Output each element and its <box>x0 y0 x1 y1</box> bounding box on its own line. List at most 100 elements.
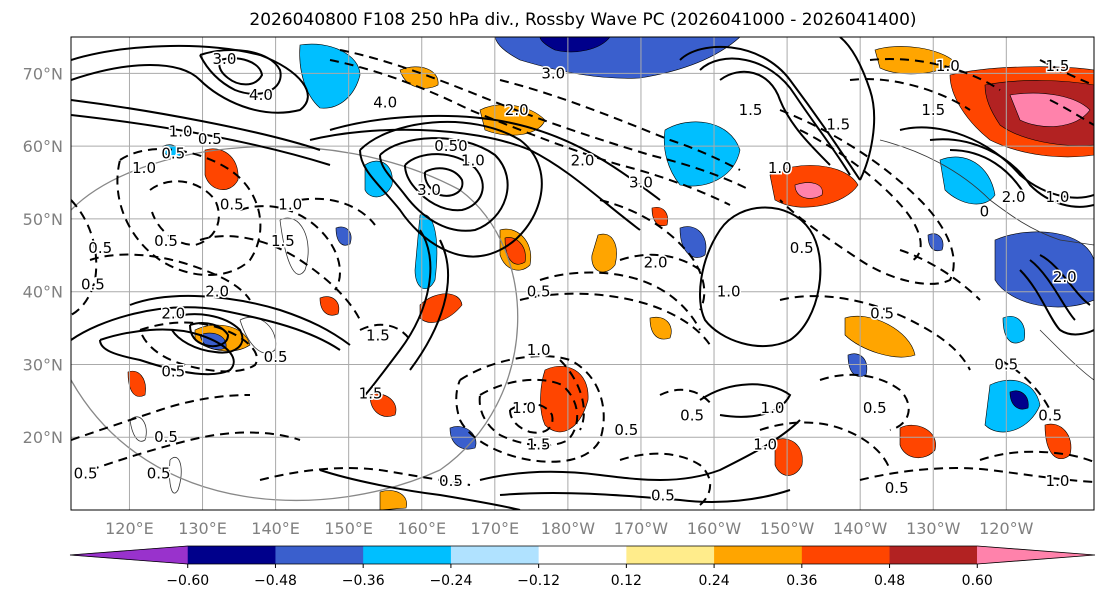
colorbar-tick-label: 0.24 <box>699 573 730 589</box>
colorbar-swatch <box>977 545 1096 565</box>
contour-label: 0.5 <box>1038 406 1062 424</box>
colorbar-tick-label: 0.48 <box>874 573 905 589</box>
contour-label: 3.0 <box>541 64 565 82</box>
map-frame <box>70 36 1095 511</box>
colorbar-swatch <box>626 546 715 564</box>
contour-label: 3.0 <box>417 181 441 199</box>
lon-tick-label: 120°W <box>979 519 1034 538</box>
contour-label: 2.0 <box>205 283 229 301</box>
contour-label: 3.0 <box>213 50 237 68</box>
colorbar-tick-label: −0.48 <box>254 573 297 589</box>
contour-label: 3.0 <box>629 174 653 192</box>
lon-tick-label: 120°E <box>105 519 154 538</box>
shade-navy-top <box>539 37 611 53</box>
shade-red-w <box>319 296 340 316</box>
contour-label: 0.5 <box>220 195 244 213</box>
great-circle <box>71 145 519 502</box>
shade-red-p <box>651 207 668 227</box>
contour-label: 1.5 <box>1046 57 1070 75</box>
colorbar-tick-label: −0.12 <box>517 573 560 589</box>
shade-red-b <box>419 293 463 323</box>
shade-blue-v <box>335 226 352 246</box>
colorbar-swatch <box>187 546 276 564</box>
contour-label: 1.0 <box>1046 472 1070 490</box>
shade-orange-t <box>379 490 407 510</box>
contour-label: 0 <box>980 203 990 221</box>
lat-tick-label: 30°N <box>23 355 63 374</box>
colorbar: −0.60 −0.48 −0.36 −0.24 −0.12 0.12 0.24 0.36 0.4… <box>69 545 1096 589</box>
contour-label: 0.5 <box>651 486 675 504</box>
shade-orange-g <box>844 316 916 358</box>
shade-pink-ne <box>1009 92 1091 127</box>
contour-label: 0.5 <box>154 428 178 446</box>
contour-label: 1.5 <box>527 436 551 454</box>
lat-tick-label: 20°N <box>23 428 63 447</box>
colorbar-swatch <box>889 546 978 564</box>
colorbar-swatch <box>538 546 627 564</box>
lon-tick-label: 150°W <box>760 519 815 538</box>
colorbar-tick-label: 0.12 <box>611 573 642 589</box>
contour-label: 1.0 <box>169 123 193 141</box>
shade-red-e <box>899 424 936 458</box>
contour-label: 0.5 <box>994 355 1018 373</box>
contour-label: 0.5 <box>161 363 185 381</box>
lon-tick-label: 130°W <box>906 519 961 538</box>
contour-label: 1.5 <box>826 115 850 133</box>
lat-tick-label: 40°N <box>23 283 63 302</box>
contour-label: 0.5 <box>154 232 178 250</box>
lon-tick-label: 160°E <box>397 519 446 538</box>
contour-label: 0.5 <box>863 399 887 417</box>
colorbar-tick-label: 0.60 <box>962 573 993 589</box>
shade-orange-o <box>649 316 672 340</box>
lat-tick-label: 70°N <box>23 64 63 83</box>
lon-tick-label: 170°W <box>614 519 669 538</box>
contour-label: 1.0 <box>761 399 785 417</box>
contour-label: 1.0 <box>768 159 792 177</box>
contour-label: 1.5 <box>921 101 945 119</box>
colorbar-swatch <box>275 546 364 564</box>
contour-label: 0.5 <box>88 239 112 257</box>
contour-label: 0.5 <box>614 421 638 439</box>
lon-tick-label: 180°W <box>541 519 596 538</box>
contour-label: 0.5 <box>870 305 894 323</box>
colorbar-swatch <box>801 546 891 564</box>
shade-red-d <box>774 438 803 476</box>
shade-orange-c <box>591 233 617 273</box>
gridlines <box>71 37 1094 510</box>
shade-cyan-n <box>1002 316 1026 344</box>
contour-label: 0.5 <box>74 465 98 483</box>
contour-label: 0.5 <box>680 406 704 424</box>
contours-positive <box>71 37 1094 510</box>
contour-label: 1.0 <box>936 57 960 75</box>
contour-label: 1.5 <box>359 385 383 403</box>
contour-label: 0.5 <box>439 472 463 490</box>
map-area: 3.04.01.0 0.51.04.00.501.03.03.02.02.03.0… <box>71 37 1094 510</box>
contour-label: 1.5 <box>739 101 763 119</box>
shade-cyan-top <box>299 43 361 109</box>
colorbar-tick-label: 0.36 <box>786 573 817 589</box>
contour-label: 2.0 <box>1053 268 1077 286</box>
colorbar-tick-label: −0.60 <box>166 573 209 589</box>
contour-label: 2.0 <box>505 101 529 119</box>
shade-navy-east2 <box>1009 390 1029 410</box>
contour-label: 0.5 <box>161 144 185 162</box>
colorbar-tick-label: −0.24 <box>429 573 472 589</box>
contour-label: 0.5 <box>790 239 814 257</box>
lon-tick-label: 140°E <box>251 519 300 538</box>
contour-label: 1.0 <box>132 159 156 177</box>
lon-tick-label: 160°W <box>687 519 742 538</box>
shade-cyan-east <box>984 379 1041 433</box>
contour-label: 1.0 <box>1046 188 1070 206</box>
contour-label: 1.0 <box>527 341 551 359</box>
lon-tick-label: 170°E <box>470 519 519 538</box>
contour-label: 4.0 <box>249 86 273 104</box>
chart-title: 2026040800 F108 250 hPa div., Rossby Wav… <box>249 10 916 30</box>
lat-tick-label: 50°N <box>23 210 63 229</box>
contour-label: 2.0 <box>161 305 185 323</box>
lat-axis: 70°N 60°N 50°N 40°N 30°N 20°N <box>23 64 63 447</box>
contours-negative <box>71 49 1094 506</box>
contour-labels: 3.04.01.0 0.51.04.00.501.03.03.02.02.03.0… <box>72 48 1078 506</box>
colorbar-swatch <box>363 546 452 564</box>
contour-label: 0.5 <box>885 479 909 497</box>
